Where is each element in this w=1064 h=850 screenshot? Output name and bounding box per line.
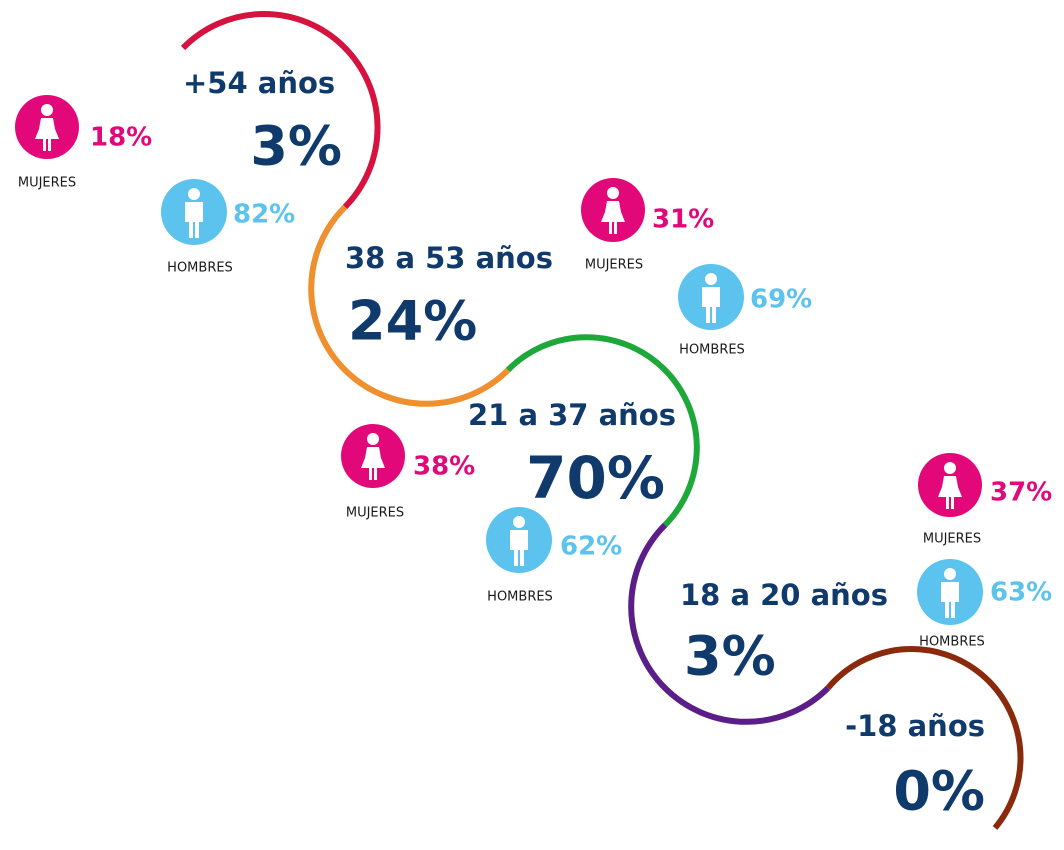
men-label: HOMBRES [679, 343, 745, 358]
age-range: +54 años [183, 66, 335, 100]
age-share: 24% [348, 290, 477, 353]
age-share: 70% [526, 444, 665, 512]
women-value: 37% [990, 478, 1052, 508]
women-label: MUJERES [585, 258, 643, 273]
age-range: 18 a 20 años [680, 578, 888, 612]
men-value: 82% [233, 200, 295, 230]
men-label: HOMBRES [167, 261, 233, 276]
women-label: MUJERES [346, 506, 404, 521]
women-label: MUJERES [18, 176, 76, 191]
wave [180, 11, 1024, 830]
women-value: 38% [413, 452, 475, 482]
men-value: 62% [560, 532, 622, 562]
age-share: 3% [684, 625, 776, 688]
women-value: 31% [652, 205, 714, 235]
women-value: 18% [90, 123, 152, 153]
men-value: 63% [990, 578, 1052, 608]
men-value: 69% [750, 285, 812, 315]
age-range: 38 a 53 años [345, 241, 553, 275]
wave-segment [505, 334, 700, 528]
wave-segment [825, 646, 1024, 830]
age-share: 3% [250, 115, 342, 178]
men-label: HOMBRES [487, 590, 553, 605]
men-label: HOMBRES [919, 635, 985, 650]
age-share: 0% [893, 760, 985, 823]
age-range: 21 a 37 años [468, 398, 676, 432]
wave-segment [180, 11, 381, 210]
wave-segment [308, 204, 511, 407]
women-label: MUJERES [923, 532, 981, 547]
age-range: -18 años [845, 709, 985, 743]
wave-segment [628, 522, 831, 725]
